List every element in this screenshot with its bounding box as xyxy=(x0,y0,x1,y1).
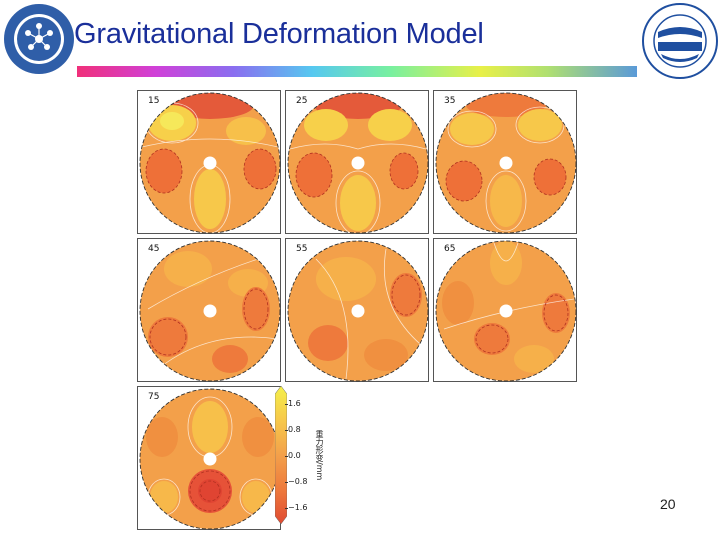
colorbar-tick-label: 0.0 xyxy=(288,451,301,460)
title-divider-bar xyxy=(77,66,637,77)
panel-55: 55 xyxy=(285,238,429,382)
panel-25: 25 xyxy=(285,90,429,234)
page-number: 20 xyxy=(660,496,676,512)
panel-label: 25 xyxy=(296,96,308,106)
colorbar-tick-mark xyxy=(285,482,288,483)
panel-15: 15 xyxy=(137,90,281,234)
panel-label: 15 xyxy=(148,96,160,106)
colorbar-tick-mark xyxy=(285,456,288,457)
colorbar-tick-label: 0.8 xyxy=(288,425,301,434)
colorbar-tick-label: −0.8 xyxy=(288,477,308,486)
panel-label: 65 xyxy=(444,244,456,254)
panel-45: 45 xyxy=(137,238,281,382)
panel-label: 45 xyxy=(148,244,160,254)
page-title: Gravitational Deformation Model xyxy=(74,18,484,50)
panel-65: 65 xyxy=(433,238,577,382)
panel-75: 75 xyxy=(137,386,281,530)
colorbar-tick-mark xyxy=(285,430,288,431)
observatory-logo xyxy=(641,2,719,80)
panel-35: 35 xyxy=(433,90,577,234)
colorbar-tick-mark xyxy=(285,508,288,509)
panel-label: 75 xyxy=(148,392,160,402)
cas-logo xyxy=(2,2,76,76)
panel-label: 35 xyxy=(444,96,456,106)
colorbar-label: 重力形变/mm xyxy=(315,430,324,481)
colorbar-tick-label: −1.6 xyxy=(288,503,308,512)
colorbar-tick-label: 1.6 xyxy=(288,399,301,408)
panel-label: 55 xyxy=(296,244,308,254)
colorbar xyxy=(274,385,288,525)
colorbar-tick-mark xyxy=(285,404,288,405)
